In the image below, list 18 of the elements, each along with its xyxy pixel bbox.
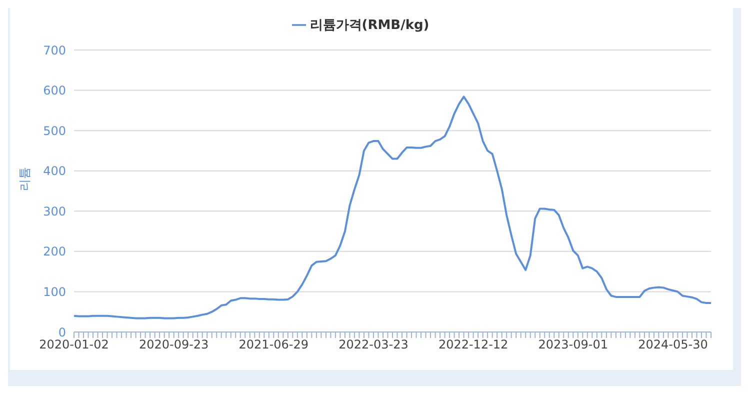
x-tick-label: 2024-05-30	[638, 338, 708, 352]
y-tick-label: 500	[43, 124, 66, 138]
y-tick-label: 0	[58, 325, 66, 340]
x-tick-label: 2020-01-02	[39, 338, 109, 352]
y-tick-label: 400	[43, 164, 66, 178]
y-tick-label: 100	[43, 284, 66, 299]
line-series	[73, 96, 712, 320]
y-tick-label: 700	[43, 43, 66, 58]
x-tick-label: 2022-12-12	[438, 338, 508, 352]
x-tick-label: 2020-09-23	[138, 338, 209, 352]
y-axis-title: 리튬	[17, 167, 32, 191]
legend-label: 리튬가격(RMB/kg)	[310, 18, 430, 33]
y-tick-label: 600	[43, 84, 66, 98]
y-tick-label: 300	[43, 204, 66, 218]
y-tick-label: 200	[43, 244, 66, 259]
x-tick-label: 2022-03-23	[338, 338, 408, 352]
x-tick-label: 2023-09-01	[538, 338, 608, 352]
x-tick-label: 2021-06-29	[238, 338, 309, 352]
